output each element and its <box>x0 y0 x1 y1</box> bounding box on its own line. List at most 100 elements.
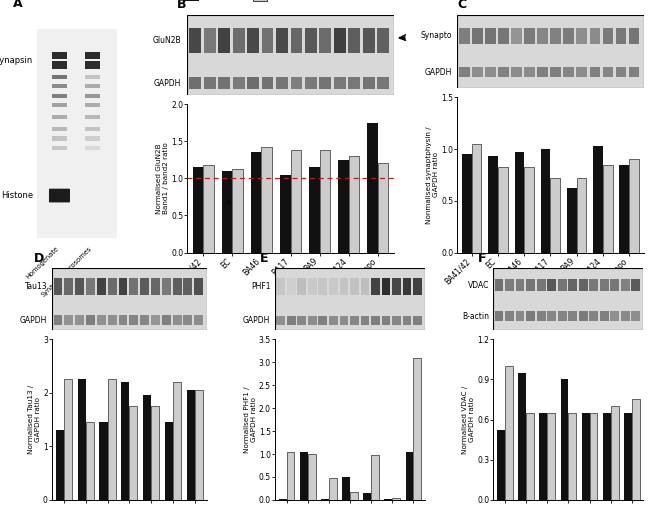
Bar <box>143 395 151 500</box>
FancyBboxPatch shape <box>49 189 70 203</box>
FancyBboxPatch shape <box>276 77 288 89</box>
Y-axis label: Normalised Tau13 /
GAPDH ratio: Normalised Tau13 / GAPDH ratio <box>28 385 41 454</box>
Bar <box>320 150 330 252</box>
Bar <box>524 167 534 252</box>
FancyBboxPatch shape <box>308 316 317 325</box>
FancyBboxPatch shape <box>189 77 202 89</box>
Y-axis label: Nonmalised synaptphysin /
GAPDH ratio: Nonmalised synaptphysin / GAPDH ratio <box>426 126 439 224</box>
FancyBboxPatch shape <box>460 67 470 77</box>
FancyBboxPatch shape <box>52 103 67 108</box>
FancyBboxPatch shape <box>97 315 106 325</box>
FancyBboxPatch shape <box>377 28 389 54</box>
FancyBboxPatch shape <box>118 278 127 295</box>
FancyBboxPatch shape <box>318 316 327 325</box>
FancyBboxPatch shape <box>52 146 67 150</box>
FancyBboxPatch shape <box>486 67 496 77</box>
FancyBboxPatch shape <box>218 28 230 54</box>
FancyBboxPatch shape <box>85 136 101 141</box>
FancyBboxPatch shape <box>486 28 496 43</box>
Bar <box>122 382 129 500</box>
FancyBboxPatch shape <box>392 278 400 295</box>
Bar <box>261 147 272 252</box>
Bar <box>222 171 233 252</box>
Bar <box>619 165 629 252</box>
FancyBboxPatch shape <box>499 28 509 43</box>
Bar <box>462 154 472 252</box>
FancyBboxPatch shape <box>610 312 619 322</box>
FancyBboxPatch shape <box>568 279 577 291</box>
Bar <box>560 379 568 500</box>
FancyBboxPatch shape <box>52 61 67 69</box>
FancyBboxPatch shape <box>505 312 514 322</box>
FancyBboxPatch shape <box>361 278 369 295</box>
FancyBboxPatch shape <box>616 67 626 77</box>
Bar <box>567 188 577 252</box>
Bar <box>541 149 551 252</box>
Text: VDAC: VDAC <box>467 281 489 290</box>
FancyBboxPatch shape <box>173 278 181 295</box>
Bar <box>406 451 413 500</box>
FancyBboxPatch shape <box>350 316 359 325</box>
Bar <box>280 175 291 252</box>
Bar <box>540 413 547 500</box>
FancyBboxPatch shape <box>183 278 192 295</box>
FancyBboxPatch shape <box>348 77 360 89</box>
FancyBboxPatch shape <box>52 75 67 79</box>
FancyBboxPatch shape <box>526 312 535 322</box>
Bar <box>547 413 555 500</box>
FancyBboxPatch shape <box>37 29 117 238</box>
FancyBboxPatch shape <box>75 315 84 325</box>
Bar <box>195 390 203 500</box>
Bar <box>568 413 577 500</box>
Bar <box>577 178 586 252</box>
FancyBboxPatch shape <box>52 52 67 59</box>
FancyBboxPatch shape <box>194 278 203 295</box>
Bar <box>497 430 505 500</box>
Bar <box>64 379 72 500</box>
Bar <box>338 160 348 252</box>
FancyBboxPatch shape <box>564 28 574 43</box>
FancyBboxPatch shape <box>140 278 149 295</box>
Bar <box>291 150 301 252</box>
FancyBboxPatch shape <box>603 67 613 77</box>
FancyBboxPatch shape <box>85 52 101 59</box>
FancyBboxPatch shape <box>291 77 302 89</box>
Text: GAPDH: GAPDH <box>20 316 47 325</box>
Bar <box>233 170 243 252</box>
FancyBboxPatch shape <box>291 28 302 54</box>
FancyBboxPatch shape <box>402 278 411 295</box>
FancyBboxPatch shape <box>610 279 619 291</box>
FancyBboxPatch shape <box>525 67 535 77</box>
FancyBboxPatch shape <box>129 278 138 295</box>
FancyBboxPatch shape <box>551 67 561 77</box>
Text: Synapto: Synapto <box>421 31 452 40</box>
FancyBboxPatch shape <box>339 316 348 325</box>
FancyBboxPatch shape <box>621 312 630 322</box>
FancyBboxPatch shape <box>276 28 288 54</box>
FancyBboxPatch shape <box>52 115 67 119</box>
Bar <box>611 406 619 500</box>
FancyBboxPatch shape <box>334 28 346 54</box>
Bar <box>192 167 203 252</box>
FancyBboxPatch shape <box>516 312 525 322</box>
Text: Histone: Histone <box>1 191 33 200</box>
FancyBboxPatch shape <box>305 28 317 54</box>
Text: C: C <box>458 0 467 12</box>
FancyBboxPatch shape <box>86 315 95 325</box>
FancyBboxPatch shape <box>538 67 548 77</box>
FancyBboxPatch shape <box>525 28 535 43</box>
FancyBboxPatch shape <box>275 268 425 330</box>
FancyBboxPatch shape <box>361 316 369 325</box>
FancyBboxPatch shape <box>537 312 545 322</box>
Bar <box>329 478 337 500</box>
Bar <box>393 497 400 500</box>
FancyBboxPatch shape <box>247 28 259 54</box>
FancyBboxPatch shape <box>568 312 577 322</box>
FancyBboxPatch shape <box>162 278 171 295</box>
FancyBboxPatch shape <box>547 279 556 291</box>
Bar <box>593 146 603 252</box>
Text: A: A <box>13 0 23 11</box>
FancyBboxPatch shape <box>308 278 317 295</box>
Bar <box>518 373 526 500</box>
FancyBboxPatch shape <box>579 279 588 291</box>
